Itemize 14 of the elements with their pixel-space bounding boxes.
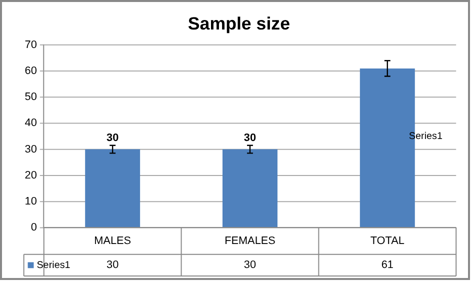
y-tick-label: 30 — [24, 143, 37, 156]
y-tick-label: 70 — [24, 38, 37, 51]
y-tick-label: 20 — [24, 169, 37, 182]
chart-title: Sample size — [188, 13, 290, 34]
x-tick-label: FEMALES — [224, 234, 276, 247]
y-tick-label: 60 — [24, 65, 37, 78]
x-tick-label: TOTAL — [370, 234, 404, 247]
y-tick-label: 50 — [24, 91, 37, 104]
annotation: 30 — [106, 132, 119, 144]
annotation: 30 — [244, 132, 256, 144]
y-tick-label: 0 — [30, 222, 37, 234]
x-tick-label: MALES — [94, 234, 132, 247]
y-tick-label: 10 — [24, 195, 37, 208]
y-tick-label: 40 — [24, 117, 37, 130]
